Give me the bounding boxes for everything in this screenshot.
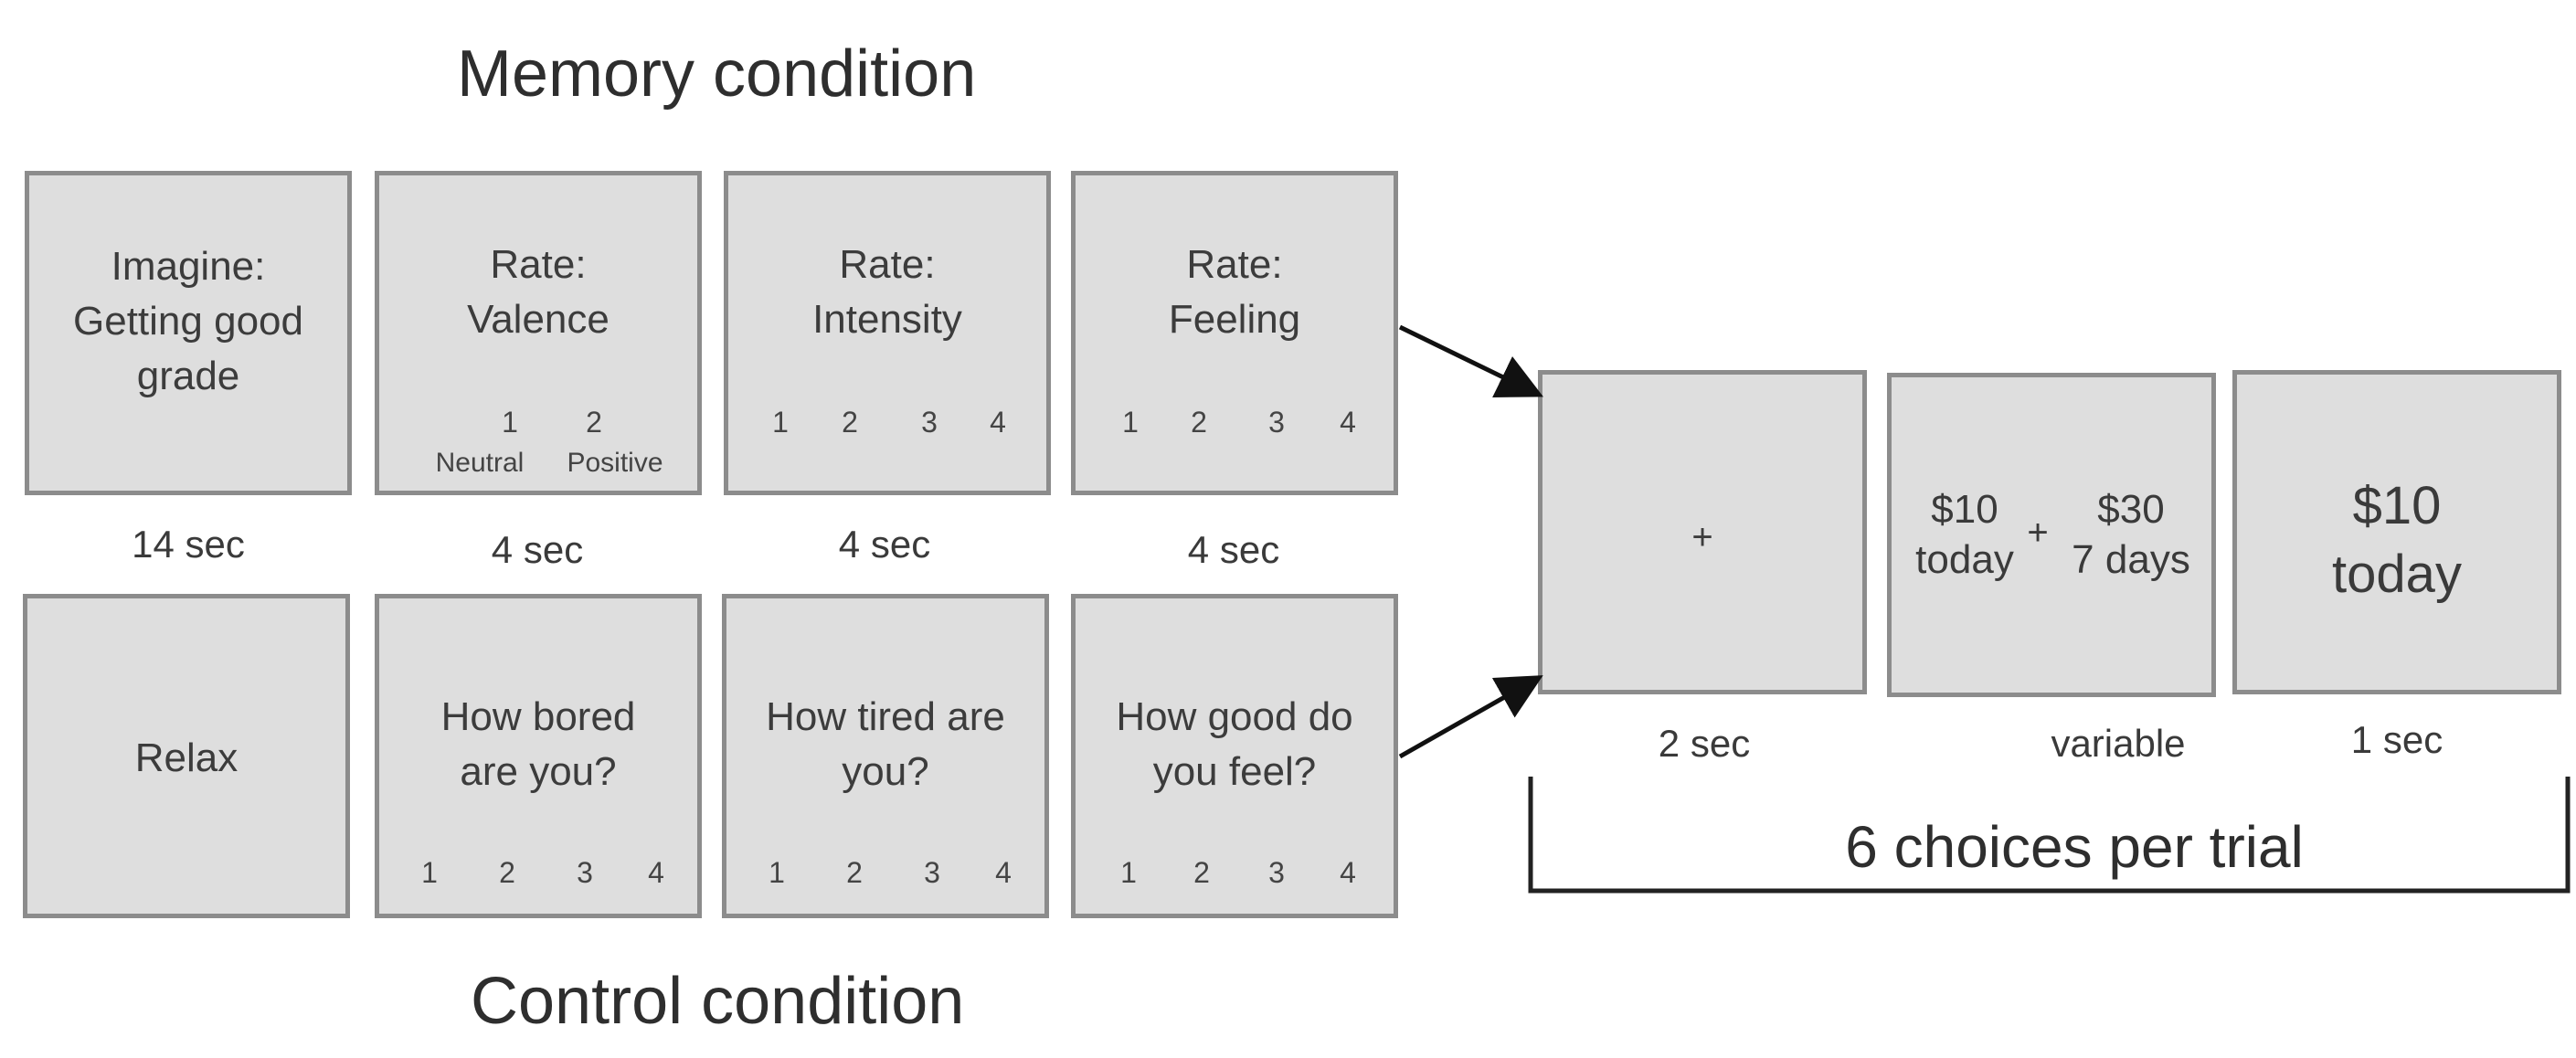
feel-question-line1: How good do xyxy=(1116,694,1353,739)
intensity-duration: 4 sec xyxy=(838,523,931,566)
result-duration: 1 sec xyxy=(2350,718,2443,761)
valence-option-2: 2 xyxy=(586,406,602,439)
trial-bracket-label: 6 choices per trial xyxy=(1845,814,2304,880)
feel-good-rating-screen: How good do you feel? 1 2 3 4 xyxy=(1071,594,1398,918)
bored-option-4: 4 xyxy=(648,856,664,889)
valence-duration: 4 sec xyxy=(491,528,584,571)
tired-question-line2: you? xyxy=(842,749,929,794)
feeling-option-2: 2 xyxy=(1191,406,1207,439)
imagine-cue-line1: Getting good xyxy=(73,299,303,344)
right-delay: 7 days xyxy=(2072,537,2190,582)
tired-option-1: 1 xyxy=(769,856,785,889)
intensity-label: Intensity xyxy=(812,297,962,342)
valence-neutral-label: Neutral xyxy=(435,448,525,478)
imagine-label: Imagine: xyxy=(111,244,266,289)
choice-options-screen: $10 today + $30 7 days xyxy=(1887,373,2216,697)
feeling-duration: 4 sec xyxy=(1187,528,1280,571)
tired-rating-screen: How tired are you? 1 2 3 4 xyxy=(722,594,1049,918)
valence-rating-screen: Rate: Valence 1 2 Neutral Positive xyxy=(375,171,702,495)
feel-option-4: 4 xyxy=(1340,856,1356,889)
result-delay: today xyxy=(2332,545,2462,604)
valence-rate-label: Rate: xyxy=(490,242,587,287)
feeling-rating-screen: Rate: Feeling 1 2 3 4 xyxy=(1071,171,1398,495)
feel-option-3: 3 xyxy=(1268,856,1285,889)
bored-question-line2: are you? xyxy=(460,749,617,794)
feeling-option-3: 3 xyxy=(1268,406,1285,439)
result-amount: $10 xyxy=(2352,476,2442,535)
feel-option-2: 2 xyxy=(1193,856,1210,889)
feeling-option-1: 1 xyxy=(1122,406,1139,439)
right-amount: $30 xyxy=(2097,487,2165,532)
feeling-rate-label: Rate: xyxy=(1186,242,1283,287)
feeling-option-4: 4 xyxy=(1340,406,1356,439)
tired-option-2: 2 xyxy=(846,856,863,889)
imagine-cue-line2: grade xyxy=(136,354,240,398)
imagine-screen: Imagine: Getting good grade xyxy=(25,171,352,495)
tired-question-line1: How tired are xyxy=(766,694,1005,739)
bored-rating-screen: How bored are you? 1 2 3 4 xyxy=(375,594,702,918)
bored-option-1: 1 xyxy=(421,856,438,889)
relax-screen: Relax xyxy=(23,594,350,918)
intensity-rating-screen: Rate: Intensity 1 2 3 4 xyxy=(724,171,1051,495)
tired-option-3: 3 xyxy=(924,856,940,889)
options-duration: variable xyxy=(2051,722,2186,765)
fixation-cross: + xyxy=(1691,517,1713,557)
intensity-rate-label: Rate: xyxy=(839,242,936,287)
trial-bracket xyxy=(1528,777,2571,894)
memory-to-choice-arrow xyxy=(1398,324,1543,397)
intensity-option-4: 4 xyxy=(990,406,1006,439)
fixation-screen: + xyxy=(1538,370,1867,694)
intensity-option-3: 3 xyxy=(921,406,938,439)
left-delay: today xyxy=(1915,537,2014,582)
imagine-duration: 14 sec xyxy=(132,523,245,566)
choice-result-screen: $10 today xyxy=(2232,370,2561,694)
bored-option-2: 2 xyxy=(499,856,515,889)
bored-question-line1: How bored xyxy=(440,694,636,739)
control-condition-title: Control condition xyxy=(471,965,965,1038)
fixation-duration: 2 sec xyxy=(1658,722,1751,765)
feel-question-line2: you feel? xyxy=(1152,749,1317,794)
intensity-option-1: 1 xyxy=(772,406,789,439)
intensity-option-2: 2 xyxy=(842,406,858,439)
control-to-choice-arrow xyxy=(1398,675,1543,759)
options-plus: + xyxy=(2027,513,2049,553)
valence-option-1: 1 xyxy=(502,406,518,439)
relax-label: Relax xyxy=(134,735,239,780)
feeling-label: Feeling xyxy=(1168,297,1301,342)
memory-condition-title: Memory condition xyxy=(457,37,977,111)
tired-option-4: 4 xyxy=(995,856,1012,889)
left-amount: $10 xyxy=(1931,487,1998,532)
valence-positive-label: Positive xyxy=(567,448,663,478)
bored-option-3: 3 xyxy=(577,856,593,889)
valence-label: Valence xyxy=(467,297,610,342)
feel-option-1: 1 xyxy=(1120,856,1137,889)
